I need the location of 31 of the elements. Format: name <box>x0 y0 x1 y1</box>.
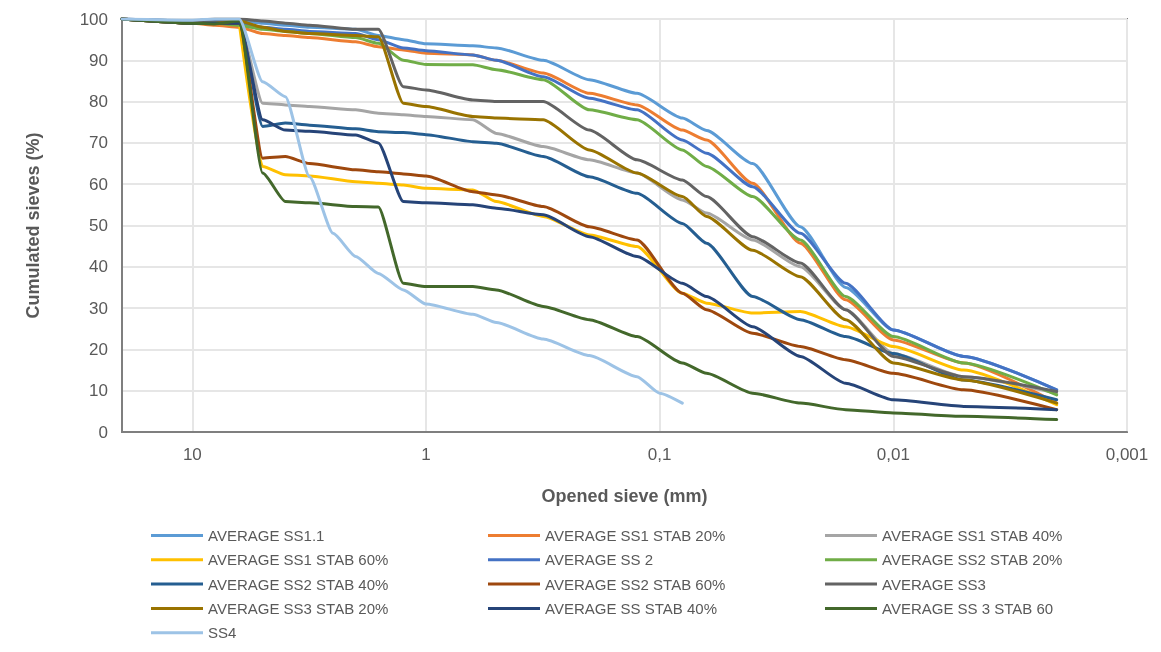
y-tick-label: 60 <box>89 174 108 194</box>
legend-label: AVERAGE SS1 STAB 40% <box>882 527 1063 544</box>
y-tick-label: 100 <box>79 9 108 29</box>
y-tick-label: 80 <box>89 92 108 112</box>
y-tick-label: 10 <box>89 381 108 401</box>
y-tick-label: 90 <box>89 50 108 70</box>
x-tick-label: 0,01 <box>876 445 910 464</box>
y-tick-label: 30 <box>89 298 108 318</box>
legend-label: AVERAGE SS3 STAB 20% <box>208 599 389 617</box>
y-tick-label: 50 <box>89 216 108 235</box>
legend-label: AVERAGE SS 3 STAB 60 <box>882 599 1054 617</box>
y-tick-label: 70 <box>89 133 108 153</box>
legend-label: SS4 <box>208 624 237 642</box>
legend-label: AVERAGE SS STAB 40% <box>545 599 718 617</box>
legend-label: AVERAGE SS1.1 <box>208 527 325 544</box>
y-tick-label: 20 <box>89 339 108 359</box>
legend-label: AVERAGE SS2 STAB 60% <box>545 575 726 593</box>
legend-label: AVERAGE SS1 STAB 20% <box>545 527 726 544</box>
legend-label: AVERAGE SS 2 <box>545 551 654 569</box>
x-axis-title: Opened sieve (mm) <box>541 486 708 506</box>
y-tick-label: 40 <box>89 257 108 277</box>
x-tick-label: 10 <box>182 445 202 464</box>
legend-label: AVERAGE SS2 STAB 20% <box>882 551 1063 569</box>
y-axis-title: Cumulated sieves (%) <box>23 132 43 319</box>
legend-label: AVERAGE SS2 STAB 40% <box>208 575 389 593</box>
legend-label: AVERAGE SS3 <box>882 575 986 593</box>
y-tick-label: 0 <box>98 422 108 442</box>
x-tick-label: 0,001 <box>1105 445 1149 464</box>
x-tick-label: 0,1 <box>647 445 672 464</box>
x-tick-label: 1 <box>421 445 431 464</box>
legend-label: AVERAGE SS1 STAB 60% <box>208 551 389 569</box>
